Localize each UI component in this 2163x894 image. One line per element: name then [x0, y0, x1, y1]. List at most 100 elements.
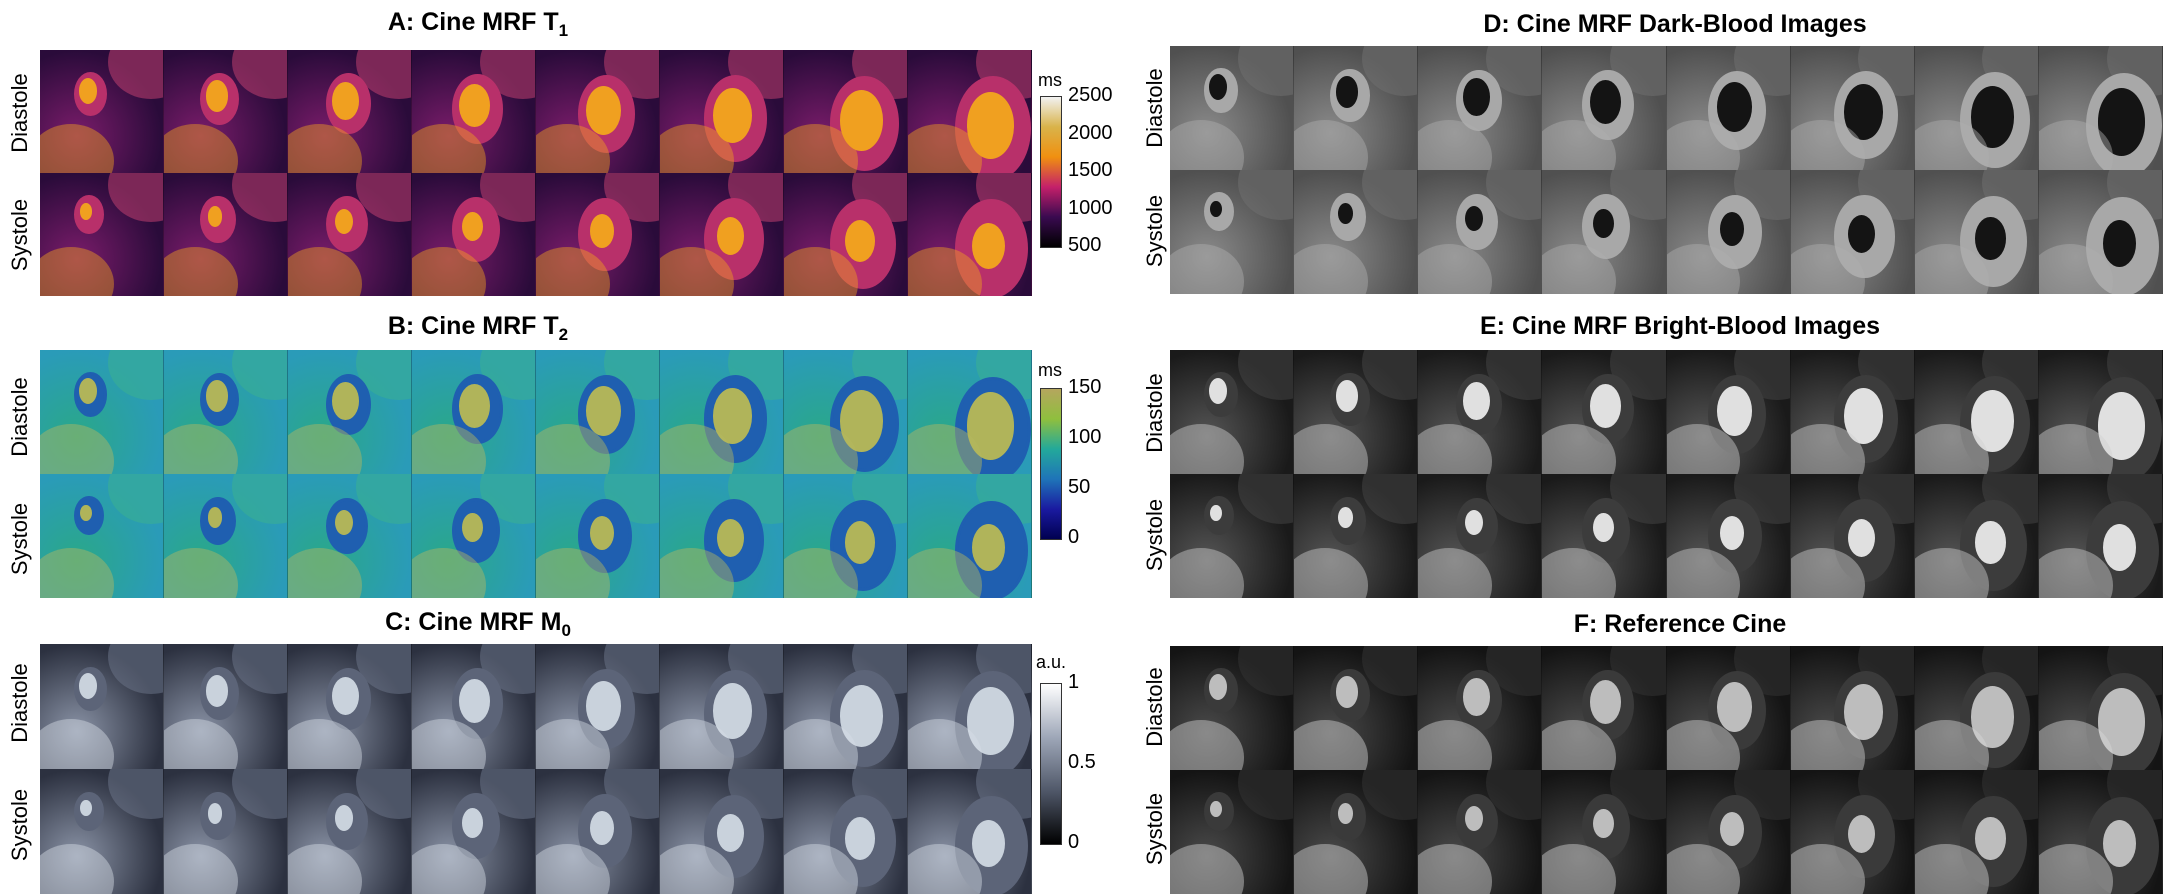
panel-c-image-tile [660, 644, 784, 769]
panel-a-image-tile [412, 50, 536, 173]
panel-f-image-tile [1914, 770, 2039, 894]
row-label-systole: Systole [1142, 498, 1167, 572]
lower-tissue-region [288, 844, 362, 894]
panel-d-image-tile [1542, 170, 1667, 294]
lower-tissue-region [1418, 844, 1493, 894]
panel-c-image-tile [40, 769, 164, 894]
panel-d-image-tile [1294, 170, 1419, 294]
blood-pool [717, 518, 745, 557]
blood-pool [1720, 515, 1745, 550]
blood-pool [2102, 820, 2137, 867]
blood-pool [2097, 88, 2146, 156]
blood-pool [1975, 521, 2006, 564]
panel-d-image-tile [1666, 46, 1791, 170]
panel-b-image-tile [908, 474, 1032, 598]
blood-pool [1720, 811, 1745, 846]
blood-pool [1210, 504, 1222, 522]
blood-pool [459, 678, 491, 723]
panel-d-image-tile [1914, 170, 2039, 294]
lower-tissue-region [40, 246, 114, 296]
myocardium-ring [703, 794, 764, 878]
panel-e-title: E: Cine MRF Bright-Blood Images [1480, 312, 1880, 340]
panel-e-image-tile [2038, 474, 2163, 598]
blood-pool [205, 80, 229, 112]
lower-tissue-region [1418, 548, 1493, 598]
blood-pool [1843, 684, 1883, 740]
colorbar-tick-label: 100 [1068, 426, 1102, 448]
blood-pool [332, 82, 360, 120]
blood-pool [1465, 806, 1484, 832]
lower-tissue-region [40, 424, 114, 474]
blood-pool [1337, 803, 1353, 825]
panel-f-image-tile [1170, 770, 1295, 894]
blood-pool [335, 510, 353, 536]
lower-tissue-region [1170, 548, 1244, 598]
panel-f-image-tile [1666, 770, 1791, 894]
panel-c-image-tile [412, 769, 536, 894]
panel-f-title: F: Reference Cine [1573, 610, 1787, 638]
panel-f-image-tile [1542, 646, 1667, 770]
panel-d-image-tile [1294, 46, 1419, 170]
blood-pool [207, 802, 223, 824]
panel-a-image-tile [660, 173, 784, 296]
panel-f-image-tile [2038, 646, 2163, 770]
panel-a-image-tile [412, 173, 536, 296]
panel-c-image-tile [40, 644, 164, 769]
chest-wall-region [231, 769, 287, 819]
panel-d-image-tile [2038, 170, 2163, 294]
blood-pool [1337, 203, 1353, 225]
chest-wall-region [107, 474, 163, 524]
panel-a-image-tile [908, 173, 1032, 296]
panel-a-image-tile [784, 173, 908, 296]
panel-b-image-tile [164, 474, 288, 598]
blood-pool [1210, 800, 1222, 818]
blood-pool [1970, 390, 2015, 452]
blood-pool [332, 382, 360, 421]
panel-e-image-tile [1170, 474, 1295, 598]
blood-pool [586, 386, 622, 437]
panel-e-image-tile [2038, 350, 2163, 474]
blood-pool [1465, 510, 1484, 536]
row-label-systole: Systole [7, 198, 32, 272]
panel-e-image-tile [1790, 350, 1915, 474]
panel-a-image-tile [536, 50, 660, 173]
panel-e-image-tile [1666, 350, 1791, 474]
chest-wall-region [1237, 170, 1294, 220]
panel-b-image-tile [784, 474, 908, 598]
panel-e-image-tile [1418, 350, 1543, 474]
blood-pool [1843, 388, 1883, 444]
blood-pool [971, 819, 1006, 867]
row-label-diastole: Diastole [1142, 68, 1167, 148]
blood-pool [1716, 82, 1752, 133]
blood-pool [78, 378, 98, 405]
lower-tissue-region [40, 123, 114, 173]
blood-pool [80, 203, 92, 220]
blood-pool [717, 813, 745, 853]
panel-b-image-tile [536, 350, 660, 474]
row-label-diastole: Diastole [1142, 667, 1167, 747]
panel-f-image-tile [1790, 770, 1915, 894]
colorbar-tick-label: 0 [1068, 526, 1080, 548]
blood-pool [1465, 206, 1484, 232]
panel-c-image-tile [908, 644, 1032, 769]
blood-pool [1335, 676, 1359, 709]
lower-tissue-region [288, 246, 362, 296]
panel-d-image-tile [1666, 170, 1791, 294]
blood-pool [1592, 808, 1614, 839]
panel-d-image-tile [1418, 170, 1543, 294]
panel-e-image-tile [1418, 474, 1543, 598]
panel-c-image-tile [288, 769, 412, 894]
panel-c-image-tile [536, 769, 660, 894]
lower-tissue-region [1170, 120, 1244, 170]
panel-b-colorbar-unit: ms [1038, 360, 1062, 380]
chest-wall-region [1361, 474, 1418, 524]
panel-c-image-tile [288, 644, 412, 769]
panel-b-image-tile [288, 350, 412, 474]
chest-wall-region [107, 350, 163, 400]
panel-c-image-tile [908, 769, 1032, 894]
colorbar-tick-label: 0 [1068, 831, 1080, 853]
row-label-diastole: Diastole [1142, 373, 1167, 453]
colorbar-tick-label: 2500 [1068, 84, 1113, 106]
blood-pool [207, 507, 223, 529]
lower-tissue-region [1170, 720, 1244, 770]
